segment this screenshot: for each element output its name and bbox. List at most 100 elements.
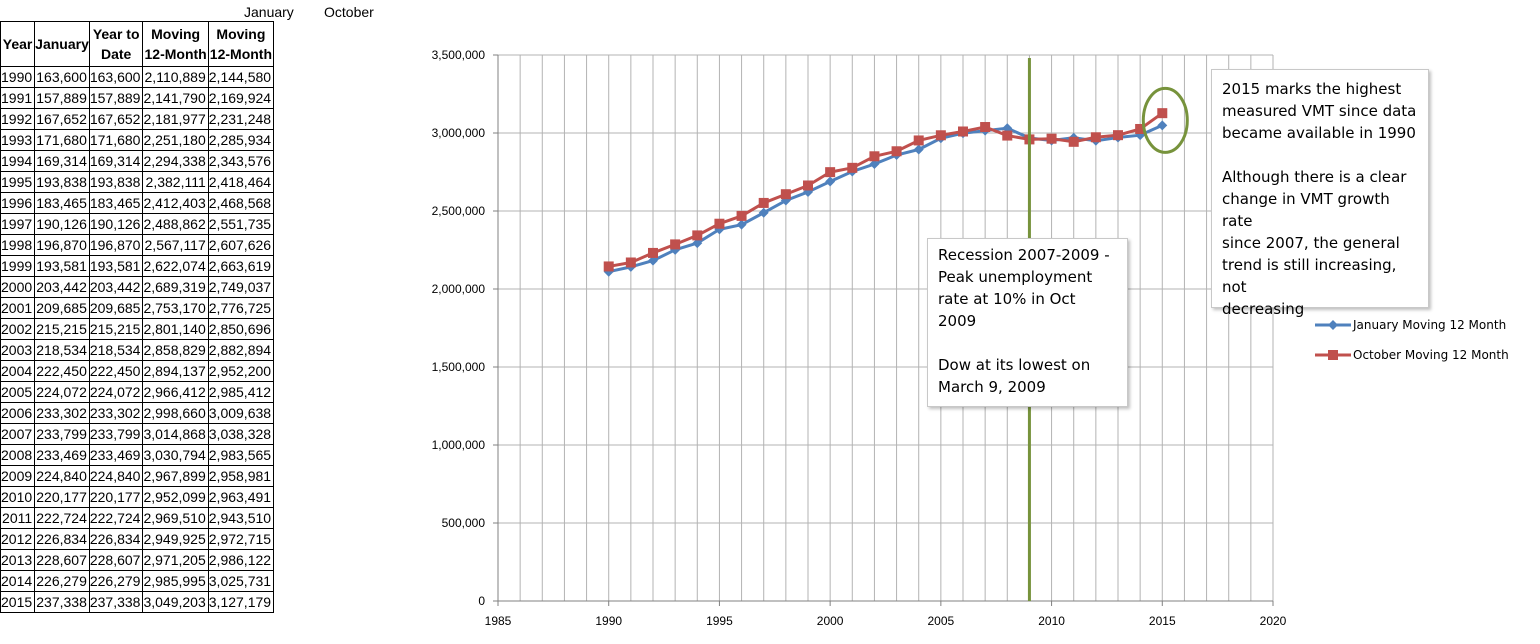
cell-january: 228,607: [34, 549, 90, 571]
cell-year: 2000: [0, 276, 36, 298]
cell-january: 215,215: [34, 318, 90, 340]
cell-january: 193,581: [34, 255, 90, 277]
cell-year-to-date: 169,314: [88, 150, 144, 172]
january-data-point: [869, 159, 880, 170]
cell-year-to-date: 193,838: [88, 171, 144, 193]
october-data-point: [1157, 108, 1168, 119]
cell-january: 233,302: [34, 402, 90, 424]
cell-jan-moving-12-month: 2,952,099: [142, 486, 209, 508]
highest-vmt-annotation-text: 2015 marks the highest measured VMT sinc…: [1222, 80, 1417, 142]
cell-jan-moving-12-month: 2,181,977: [142, 108, 209, 130]
cell-year-to-date: 226,834: [88, 528, 144, 550]
october-data-point: [1113, 130, 1123, 141]
growth-trend-annotation-text: Although there is a clear change in VMT …: [1222, 168, 1407, 318]
vmt-line-chart: 0 500,000 1,000,000 1,500,000 2,000,000 2,500…: [432, 48, 1509, 628]
cell-oct-moving-12-month: 2,882,894: [207, 339, 275, 361]
x-tick-label: 2015: [1149, 614, 1176, 628]
header-october-moving-12-month: Moving 12-Month: [207, 21, 275, 67]
cell-year: 1999: [0, 255, 36, 277]
table-row: 2012 226,834 226,834 2,949,925 2,972,715: [0, 528, 275, 550]
y-tick-label: 500,000: [442, 516, 486, 530]
october-data-point: [692, 230, 703, 241]
october-data-point: [891, 146, 902, 157]
y-tick-label: 2,000,000: [432, 282, 486, 296]
cell-jan-moving-12-month: 2,110,889: [142, 66, 209, 88]
y-tick-label: 2,500,000: [432, 204, 486, 218]
october-data-point: [758, 197, 769, 208]
cell-year-to-date: 233,469: [88, 444, 144, 466]
gridlines: [497, 54, 1274, 602]
legend: January Moving 12 Month October Moving 12…: [1315, 318, 1509, 362]
october-data-point: [625, 257, 636, 268]
table-row: 1999 193,581 193,581 2,622,074 2,663,619: [0, 255, 275, 277]
table-row: 1997 190,126 190,126 2,488,862 2,551,735: [0, 213, 275, 235]
cell-oct-moving-12-month: 2,958,981: [207, 465, 275, 487]
cell-jan-moving-12-month: 3,014,868: [142, 423, 209, 445]
table-row: 1995 193,838 193,838 2,382,111 2,418,464: [0, 171, 275, 193]
vmt-data-table: Year January Year to Date Moving 12-Mont…: [0, 21, 275, 613]
january-data-point: [825, 176, 836, 187]
axes: 0 500,000 1,000,000 1,500,000 2,000,000 2,500…: [432, 48, 1287, 628]
cell-january: 209,685: [34, 297, 90, 319]
table-row: 2000 203,442 203,442 2,689,319 2,749,037: [0, 276, 275, 298]
cell-jan-moving-12-month: 2,753,170: [142, 297, 209, 319]
cell-year-to-date: 233,302: [88, 402, 144, 424]
cell-january: 157,889: [34, 87, 90, 109]
cell-year: 2009: [0, 465, 36, 487]
cell-oct-moving-12-month: 2,985,412: [207, 381, 275, 403]
cell-year-to-date: 183,465: [88, 192, 144, 214]
cell-jan-moving-12-month: 2,966,412: [142, 381, 209, 403]
recession-annotation-text: Recession 2007-2009 - Peak unemployment …: [938, 246, 1110, 330]
october-data-point: [825, 167, 836, 178]
october-data-point: [603, 261, 614, 272]
cell-year-to-date: 226,279: [88, 570, 144, 592]
table-row: 2002 215,215 215,215 2,801,140 2,850,696: [0, 318, 275, 340]
x-tick-label: 2000: [817, 614, 844, 628]
october-data-point: [648, 247, 658, 258]
cell-year: 1998: [0, 234, 36, 256]
cell-january: 163,600: [34, 66, 90, 88]
cell-year-to-date: 196,870: [88, 234, 144, 256]
table-row: 1991 157,889 157,889 2,141,790 2,169,924: [0, 87, 275, 109]
cell-year: 2011: [0, 507, 36, 529]
october-top-label: October: [324, 4, 374, 20]
october-data-point: [780, 189, 791, 200]
cell-year: 2004: [0, 360, 36, 382]
table-row: 2013 228,607 228,607 2,971,205 2,986,122: [0, 549, 275, 571]
table-row: 2011 222,724 222,724 2,969,510 2,943,510: [0, 507, 275, 529]
table-row: 1992 167,652 167,652 2,181,977 2,231,248: [0, 108, 275, 130]
cell-year: 2013: [0, 549, 36, 571]
x-tick-label: 2020: [1260, 614, 1287, 628]
cell-year-to-date: 203,442: [88, 276, 144, 298]
cell-oct-moving-12-month: 2,943,510: [207, 507, 275, 529]
table-row: 2007 233,799 233,799 3,014,868 3,038,328: [0, 423, 275, 445]
highlight-2015-circle: [1141, 86, 1189, 154]
cell-oct-moving-12-month: 3,009,638: [207, 402, 275, 424]
legend-january-label: January Moving 12 Month: [1352, 318, 1506, 332]
table-row: 2014 226,279 226,279 2,985,995 3,025,731: [0, 570, 275, 592]
table-row: 2003 218,534 218,534 2,858,829 2,882,894: [0, 339, 275, 361]
cell-year-to-date: 163,600: [88, 66, 144, 88]
cell-jan-moving-12-month: 3,030,794: [142, 444, 209, 466]
cell-year-to-date: 222,724: [88, 507, 144, 529]
cell-oct-moving-12-month: 2,972,715: [207, 528, 275, 550]
table-body: 1990 163,600 163,600 2,110,889 2,144,580 1991…: [0, 66, 275, 613]
cell-year-to-date: 171,680: [88, 129, 144, 151]
cell-jan-moving-12-month: 2,998,660: [142, 402, 209, 424]
october-data-point: [913, 135, 924, 146]
cell-january: 222,450: [34, 360, 90, 382]
cell-january: 183,465: [34, 192, 90, 214]
cell-jan-moving-12-month: 2,622,074: [142, 255, 209, 277]
cell-year-to-date: 209,685: [88, 297, 144, 319]
table-header-row: Year January Year to Date Moving 12-Mont…: [0, 21, 275, 67]
cell-oct-moving-12-month: 3,025,731: [207, 570, 275, 592]
cell-oct-moving-12-month: 2,231,248: [207, 108, 275, 130]
series-lines: [603, 108, 1168, 277]
table-row: 1990 163,600 163,600 2,110,889 2,144,580: [0, 66, 275, 88]
cell-year: 2002: [0, 318, 36, 340]
cell-oct-moving-12-month: 2,983,565: [207, 444, 275, 466]
cell-year: 2006: [0, 402, 36, 424]
table-row: 1993 171,680 171,680 2,251,180 2,285,934: [0, 129, 275, 151]
cell-oct-moving-12-month: 2,551,735: [207, 213, 275, 235]
cell-oct-moving-12-month: 2,663,619: [207, 255, 275, 277]
